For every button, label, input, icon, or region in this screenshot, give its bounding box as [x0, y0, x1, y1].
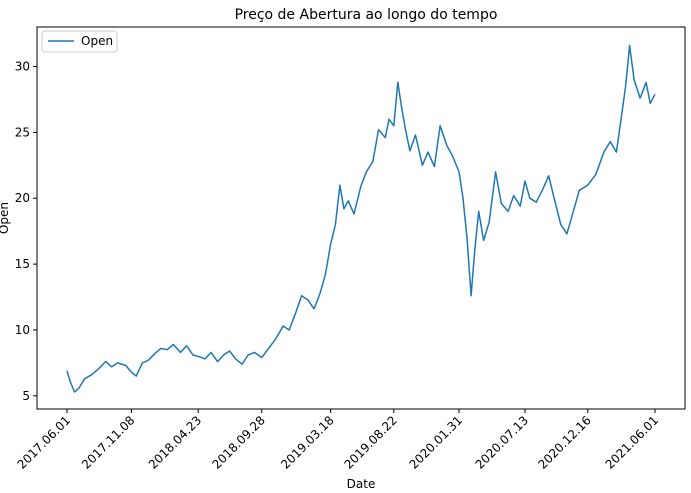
- y-axis-ticks: 5 10 15 20 25 30: [15, 60, 37, 403]
- y-tick-label: 15: [15, 257, 30, 271]
- y-axis-label: Open: [0, 202, 11, 234]
- plot-area: [36, 26, 686, 410]
- y-tick-label: 5: [22, 389, 30, 403]
- legend: Open: [41, 30, 118, 53]
- y-tick-label: 30: [15, 60, 30, 74]
- legend-label: Open: [81, 34, 113, 48]
- chart-title: Preço de Abertura ao longo do tempo: [235, 7, 498, 23]
- axes-frame: [36, 26, 686, 410]
- legend-box: [41, 30, 118, 53]
- y-tick-label: 25: [15, 125, 30, 139]
- y-tick-label: 20: [15, 191, 30, 205]
- series-layer: [66, 44, 656, 393]
- series-line-open: [66, 44, 656, 393]
- x-axis-label: Date: [347, 477, 376, 491]
- y-tick-label: 10: [15, 323, 30, 337]
